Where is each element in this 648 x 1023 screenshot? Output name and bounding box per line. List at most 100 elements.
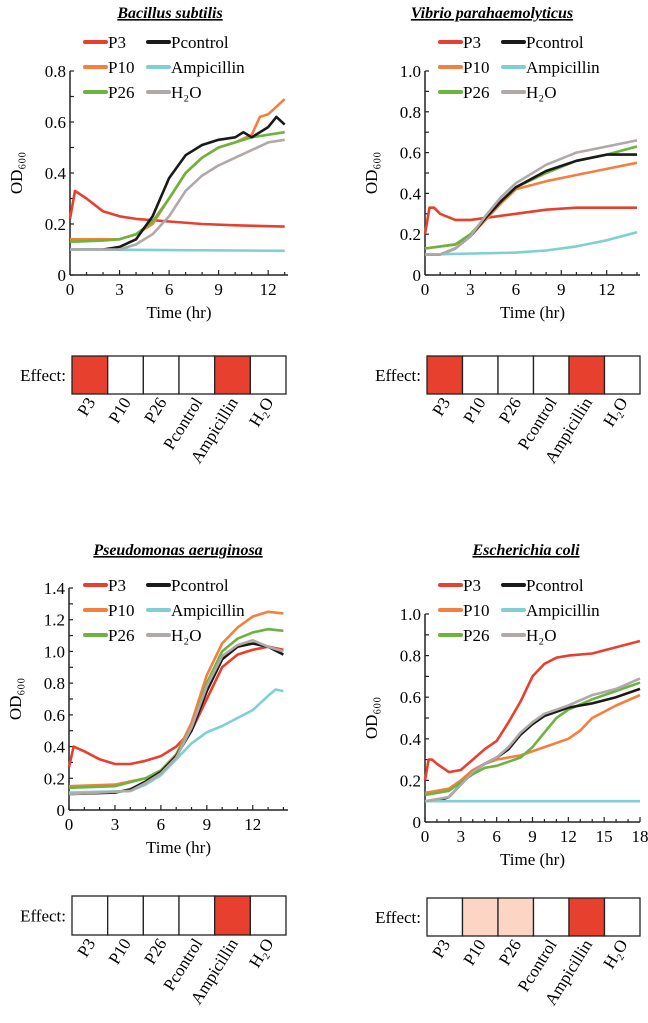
x-tick-label: 12: [560, 827, 577, 846]
chart-title: Pseudomonas aeruginosa: [92, 542, 262, 559]
effect-cell-weak: [461, 897, 499, 937]
effect-category-label: P10: [105, 935, 135, 968]
chart-title: Bacillus subtilis: [116, 5, 222, 22]
legend-label: P10: [108, 58, 134, 77]
effect-label: Effect:: [375, 366, 421, 385]
effect-category-label: H₂O: [599, 936, 631, 972]
legend-label: P26: [108, 626, 134, 645]
chart-panel: Escherichia coli 0 3 6 9 12 15 18 0 0.2 0.4 0.6 0.8 1…: [362, 542, 648, 1009]
series-line-p3: [423, 206, 637, 235]
effect-cell-strong: [214, 355, 251, 395]
x-axis-label: Time (hr): [146, 838, 211, 857]
legend-label: P26: [463, 83, 489, 102]
legend-label: Pcontrol: [171, 33, 229, 52]
x-tick-label: 6: [157, 815, 166, 834]
x-tick-label: 12: [598, 280, 615, 299]
y-tick-label: 0.2: [44, 769, 65, 788]
x-tick-label: 9: [557, 280, 566, 299]
y-axis-label: OD₆₀₀: [362, 152, 381, 194]
y-axis-label: OD₆₀₀: [6, 678, 25, 720]
series-line-p3: [68, 189, 285, 228]
effect-cell-none: [532, 897, 570, 937]
series-line-p10: [424, 161, 638, 250]
chart-panel: Bacillus subtilis 0 3 6 9 12 0 0.2 0.4 0.6 0.8 Time…: [7, 5, 288, 467]
legend-label: H₂O: [526, 626, 556, 645]
chart-title: Vibrio parahaemolyticus: [411, 5, 573, 22]
x-tick-label: 9: [214, 280, 223, 299]
x-axis-label: Time (hr): [500, 850, 565, 869]
y-tick-label: 0.6: [44, 706, 65, 725]
effect-cell-none: [426, 897, 464, 937]
series-line-ampicillin: [68, 688, 284, 794]
y-tick-label: 0: [413, 266, 422, 285]
effect-cell-none: [497, 355, 535, 395]
chart-title: Escherichia coli: [471, 542, 580, 559]
legend-label: Pcontrol: [526, 576, 584, 595]
legend-label: Ampicillin: [171, 58, 245, 77]
series-line-p26: [68, 627, 284, 790]
x-tick-label: 6: [165, 280, 174, 299]
y-tick-label: 0: [57, 801, 66, 820]
legend-label: Pcontrol: [526, 33, 584, 52]
legend-label: H₂O: [171, 83, 201, 102]
x-tick-label: 12: [260, 280, 277, 299]
effect-category-label: P26: [495, 936, 525, 969]
series-line-pcontrol: [70, 115, 286, 251]
y-tick-label: 1.0: [400, 62, 421, 81]
y-tick-label: 0.4: [400, 730, 422, 749]
legend-label: P10: [108, 601, 134, 620]
y-tick-label: 1.0: [400, 605, 421, 624]
effect-category-label: P10: [105, 394, 135, 427]
legend-label: P3: [463, 33, 481, 52]
effect-cell-none: [178, 355, 216, 395]
y-axis-label: OD₆₀₀: [362, 697, 381, 739]
effect-cell-none: [107, 355, 144, 395]
effect-category-label: P26: [140, 394, 170, 427]
effect-cell-none: [178, 895, 216, 936]
y-tick-label: 0.2: [45, 215, 66, 234]
series-line-p26: [69, 130, 285, 244]
x-tick-label: 0: [421, 280, 430, 299]
effect-label: Effect:: [20, 907, 66, 926]
series-line-p26: [424, 145, 638, 250]
effect-category-label: P10: [460, 394, 490, 427]
x-tick-label: 15: [596, 827, 613, 846]
legend-label: H₂O: [526, 83, 556, 102]
effect-category-label: P26: [495, 394, 525, 427]
y-tick-label: 0: [58, 266, 67, 285]
series-line-p3: [67, 645, 284, 768]
y-tick-label: 0.2: [400, 225, 421, 244]
x-tick-label: 9: [528, 827, 537, 846]
y-tick-label: 0.8: [44, 674, 65, 693]
series-line-p3: [423, 639, 641, 781]
effect-category-label: P3: [429, 936, 455, 961]
effect-label: Effect:: [375, 908, 421, 927]
y-axis-label: OD₆₀₀: [7, 152, 26, 194]
series-line-p10: [424, 693, 641, 795]
x-tick-label: 12: [244, 815, 261, 834]
legend-label: P26: [108, 83, 134, 102]
series-line-ampicillin: [424, 230, 638, 256]
legend-label: Ampicillin: [526, 58, 600, 77]
y-tick-label: 0.4: [400, 184, 422, 203]
effect-category-label: H₂O: [245, 394, 277, 430]
effect-cell-none: [461, 355, 499, 395]
effect-cell-none: [142, 355, 180, 395]
effect-category-label: H₂O: [599, 394, 631, 430]
y-tick-label: 0.6: [400, 688, 421, 707]
y-tick-label: 0.8: [400, 103, 421, 122]
x-axis-label: Time (hr): [500, 303, 565, 322]
y-tick-label: 0.8: [400, 647, 421, 666]
legend-label: H₂O: [171, 626, 201, 645]
effect-cell-none: [249, 355, 287, 395]
effect-cell-none: [71, 895, 109, 936]
y-tick-label: 1.2: [44, 611, 65, 630]
effect-category-label: P3: [74, 394, 100, 419]
series-line-ho: [424, 677, 641, 803]
x-axis-label: Time (hr): [146, 303, 211, 322]
effect-cell-strong: [71, 355, 109, 395]
series-line-pcontrol: [68, 642, 284, 796]
effect-category-label: P26: [140, 935, 170, 968]
legend-label: Pcontrol: [171, 576, 229, 595]
